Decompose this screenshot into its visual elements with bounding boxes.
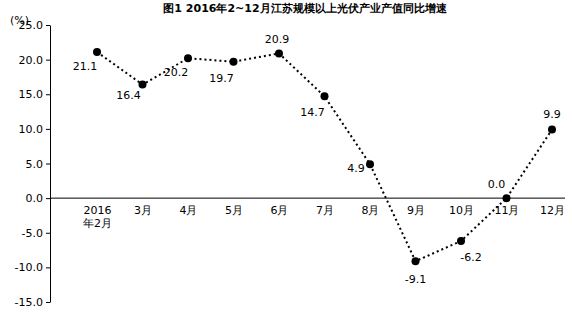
marker [457,237,465,245]
y-tick: 20.0 [19,54,51,67]
x-tick-label: 9月 [407,204,425,217]
y-tick-label: -10.0 [15,261,43,274]
data-label: 21.1 [73,60,98,73]
x-tick: 4月 [180,198,198,217]
y-tick: 10.0 [19,123,51,136]
marker [321,92,329,100]
x-tick-label: 12月 [540,204,565,217]
data-label: -9.1 [405,273,426,286]
y-tick-label: 5.0 [26,158,44,171]
data-label: -6.2 [460,251,481,264]
y-axis: -15.0 -10.0 -5.0 0.0 5.0 10.0 15.0 20.0 25.0 [15,19,51,309]
marker [93,48,101,56]
x-tick: 12月 [540,198,565,217]
y-tick: 25.0 [19,19,51,32]
marker [230,58,238,66]
data-label: 20.2 [164,66,189,79]
y-tick-label: -15.0 [15,296,43,309]
x-tick-label: 2016年2月 [83,204,112,230]
data-label: 9.9 [543,108,561,121]
data-labels: 21.1 16.4 20.2 19.7 20.9 14.7 4.9 -9.1 -6.2 0.0 9.… [73,33,561,286]
x-tick: 5月 [225,198,243,217]
y-tick-label: 20.0 [19,54,44,67]
x-axis: 2016年2月 3月 4月 5月 6月 7月 8月 9月 10月 11月 12月 [50,198,565,230]
y-tick: 15.0 [19,88,51,101]
data-label: 14.7 [300,106,325,119]
y-tick-mark [46,267,50,268]
marker [366,160,374,168]
title: 图1 2016年2~12月江苏规模以上光伏产业产值同比增速 [163,2,447,15]
plot-area [93,48,556,265]
data-label: 0.0 [488,178,506,191]
marker [503,194,511,202]
x-tick-label: 7月 [316,204,334,217]
y-tick-label: 0.0 [26,192,44,205]
y-tick-label: 10.0 [19,123,44,136]
x-tick-label: 8月 [362,204,380,217]
y-tick-mark [46,302,50,303]
y-tick: 0.0 [26,192,51,205]
x-tick: 7月 [316,198,334,217]
x-tick: 2016年2月 [83,198,112,230]
y-tick: -5.0 [22,227,50,240]
data-label: 19.7 [209,72,234,85]
marker [139,81,147,89]
y-tick-label: 25.0 [19,19,44,32]
data-label: 16.4 [116,89,141,102]
y-tick-mark [46,25,50,26]
y-axis-line [50,26,51,303]
x-tick-label: 6月 [271,204,289,217]
marker [412,257,420,265]
y-tick-mark [46,198,50,199]
x-tick-label: 4月 [180,204,198,217]
series-line [97,52,552,261]
y-tick-mark [46,60,50,61]
y-tick-mark [46,94,50,95]
y-tick-mark [46,164,50,165]
y-tick: -15.0 [15,296,50,309]
x-tick: 10月 [449,198,474,217]
y-tick-mark [46,129,50,130]
y-tick: -10.0 [15,261,50,274]
x-tick-label: 3月 [134,204,152,217]
marker [184,54,192,62]
y-tick-label: -5.0 [22,227,43,240]
x-tick-label: 10月 [449,204,474,217]
x-tick: 6月 [271,198,289,217]
data-label: 20.9 [265,33,290,46]
x-tick: 8月 [362,198,380,217]
y-tick-label: 15.0 [19,88,44,101]
x-tick-label: 11月 [495,204,520,217]
marker [275,49,283,57]
chart: 图1 2016年2~12月江苏规模以上光伏产业产值同比增速(%)-15.0-10… [0,0,572,312]
x-tick: 9月 [407,198,425,217]
data-label: 4.9 [347,162,365,175]
y-tick: 5.0 [26,158,51,171]
y-tick-mark [46,233,50,234]
x-tick: 3月 [134,198,152,217]
marker [548,126,556,134]
x-axis-line [50,198,565,199]
x-tick-label: 5月 [225,204,243,217]
